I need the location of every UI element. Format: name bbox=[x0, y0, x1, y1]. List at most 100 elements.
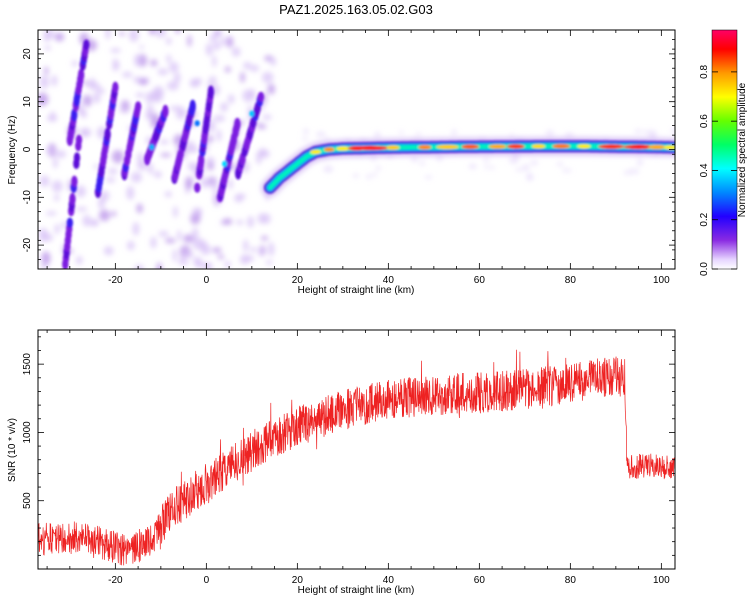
spectrogram-blob bbox=[82, 214, 92, 227]
tone-highlight bbox=[623, 144, 654, 150]
colorbar-ticks: 0.0 0.2 0.4 0.6 0.8 bbox=[699, 64, 737, 276]
tone-highlight bbox=[386, 145, 400, 150]
colorbar-tick-label: 0.8 bbox=[699, 64, 710, 78]
spectrogram-blob bbox=[248, 88, 256, 100]
snr-x-tick-label: 40 bbox=[383, 575, 395, 586]
spectrogram-blob bbox=[302, 128, 309, 134]
spectrogram-blob bbox=[323, 165, 334, 173]
snr-ticks: -20 0 20 40 60 80 100 500 1000 1500 bbox=[22, 330, 675, 586]
spectrogram-blob bbox=[219, 102, 229, 112]
spectrogram-blob bbox=[224, 66, 231, 73]
spectrogram-blob bbox=[236, 219, 244, 225]
spectrogram-blob bbox=[192, 207, 203, 216]
spectrogram-blob bbox=[127, 240, 135, 251]
spectrogram-blob bbox=[262, 114, 272, 120]
spectrogram-blob bbox=[157, 68, 169, 76]
spectrogram-blob bbox=[43, 30, 50, 43]
spectrogram-stripe-blob bbox=[197, 153, 205, 168]
chart-title: PAZ1.2025.163.05.02.G03 bbox=[279, 2, 433, 17]
spectrogram-blob bbox=[243, 239, 249, 253]
spectrogram-blob bbox=[169, 106, 181, 111]
spectrogram-blob bbox=[222, 218, 233, 225]
spectrogram-blob bbox=[172, 206, 178, 218]
spectrogram-blob bbox=[75, 206, 88, 212]
spectrogram-blob bbox=[205, 43, 213, 56]
snr-y-tick-label: 500 bbox=[22, 492, 33, 509]
spectrogram-x-tick-label: 20 bbox=[292, 275, 304, 286]
spectrogram-blob bbox=[556, 162, 564, 166]
spectrogram-blob bbox=[227, 94, 235, 104]
spectrogram-blob bbox=[54, 32, 65, 42]
spectrogram-blob bbox=[270, 57, 277, 66]
spectrogram-blob bbox=[93, 164, 99, 170]
spectrogram-blob bbox=[174, 30, 181, 34]
spectrogram-blob bbox=[111, 149, 124, 164]
spectrogram-blob bbox=[217, 254, 225, 260]
snr-x-tick-label: 60 bbox=[474, 575, 486, 586]
spectrogram-blob bbox=[399, 130, 404, 135]
spectrogram-blob bbox=[44, 45, 51, 51]
spectrogram-blob bbox=[483, 157, 490, 163]
spectrogram-blob bbox=[316, 131, 326, 137]
spectrogram-blob bbox=[302, 137, 309, 141]
tone-highlight bbox=[461, 144, 480, 149]
colorbar-label: Normalized spectral amplitude bbox=[737, 82, 748, 217]
spectrogram-hotspot bbox=[149, 144, 155, 151]
spectrogram-blob bbox=[260, 235, 269, 241]
spectrogram-blob bbox=[166, 54, 172, 64]
spectrogram-blob bbox=[261, 71, 274, 83]
snr-x-tick-label: 0 bbox=[204, 575, 210, 586]
spectrogram-blob bbox=[138, 78, 148, 86]
spectrogram-blob bbox=[133, 54, 141, 67]
spectrogram-blob bbox=[103, 246, 114, 256]
spectrogram-blob bbox=[224, 260, 231, 268]
spectrogram-panel: -20 0 20 40 60 80 100 -20 -10 0 10 20 Height of str… bbox=[7, 29, 676, 296]
snr-panel: -20 0 20 40 60 80 100 500 1000 1500 Height of str… bbox=[7, 329, 676, 596]
spectrogram-blob bbox=[208, 76, 217, 84]
spectrogram-blob bbox=[189, 78, 200, 86]
spectrogram-blob bbox=[158, 230, 169, 237]
spectrogram-blob bbox=[419, 160, 425, 166]
snr-y-axis-label: SNR (10 * v/v) bbox=[7, 418, 18, 482]
spectrogram-y-tick-label: -20 bbox=[22, 237, 33, 252]
colorbar-tick-label: 0.4 bbox=[699, 163, 710, 177]
spectrogram-stripe-blob bbox=[71, 175, 78, 188]
spectrogram-blob bbox=[75, 185, 87, 198]
spectrogram-blob bbox=[149, 30, 156, 36]
spectrogram-blob bbox=[240, 71, 245, 83]
spectrogram-blob bbox=[95, 83, 101, 93]
spectrogram-blob bbox=[234, 194, 244, 203]
spectrogram-blob bbox=[634, 129, 642, 134]
spectrogram-blob bbox=[39, 175, 50, 187]
spectrogram-blob bbox=[99, 190, 110, 202]
spectrogram-blob bbox=[451, 129, 457, 136]
spectrogram-blob bbox=[267, 242, 275, 257]
spectrogram-blob bbox=[564, 132, 574, 138]
spectrogram-blob bbox=[185, 176, 194, 190]
spectrogram-blob bbox=[160, 152, 172, 158]
spectrogram-blob bbox=[50, 110, 56, 121]
spectrogram-blob bbox=[513, 155, 520, 160]
spectrogram-y-axis-label: Frequency (Hz) bbox=[7, 116, 18, 185]
spectrogram-blob bbox=[164, 191, 172, 198]
spectrogram-blob bbox=[200, 178, 212, 188]
spectrogram-blob bbox=[105, 30, 111, 40]
spectrogram-blob bbox=[39, 75, 50, 89]
spectrogram-stripe-blob bbox=[83, 39, 90, 51]
spectrogram-blob bbox=[226, 36, 234, 48]
spectrogram-blob bbox=[209, 34, 218, 43]
spectrogram-blob bbox=[119, 108, 128, 113]
tone-highlight bbox=[310, 149, 322, 155]
spectrogram-blob bbox=[375, 165, 381, 171]
spectrogram-blob bbox=[148, 162, 154, 175]
spectrogram-blob bbox=[89, 218, 99, 227]
colorbar: 0.0 0.2 0.4 0.6 0.8 Normalized spectral ampl… bbox=[699, 29, 748, 276]
spectrogram-stripe-blob bbox=[112, 81, 119, 94]
tone-highlight bbox=[577, 144, 591, 149]
spectrogram-y-tick-label: 10 bbox=[22, 96, 33, 108]
spectrogram-blob bbox=[181, 108, 186, 117]
spectrogram-blob bbox=[258, 149, 270, 159]
spectrogram-blob bbox=[132, 222, 140, 236]
spectrogram-blob bbox=[213, 41, 221, 51]
spectrogram-blob bbox=[44, 66, 49, 76]
